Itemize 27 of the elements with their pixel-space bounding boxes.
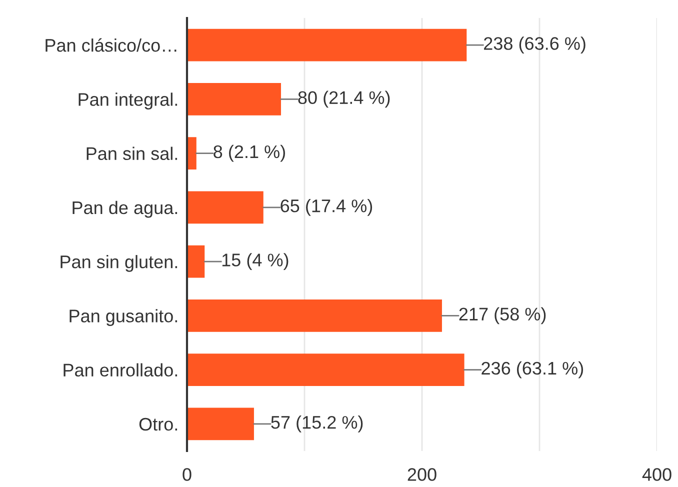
data-label: 15 (4 %): [222, 253, 288, 270]
x-tick-label: 0: [182, 468, 192, 481]
y-tick-label: Pan enrollado.: [64, 363, 178, 377]
y-tick-label: Pan de agua.: [72, 200, 178, 218]
y-tick-label: Pan sin sal.: [86, 146, 178, 160]
data-label: 57 (15.2 %): [271, 416, 363, 432]
data-label: 238 (63.6 %): [484, 36, 586, 54]
data-label: 236 (63.1 %): [482, 361, 584, 378]
x-tick-label: 200: [408, 468, 436, 481]
bar: [187, 137, 196, 170]
data-label: 217 (58 %): [459, 307, 546, 324]
y-tick-label: Pan clásico/co…: [46, 38, 176, 52]
bar: [187, 299, 442, 332]
bar: [187, 354, 464, 386]
bar: [187, 245, 205, 278]
bar: [187, 408, 254, 440]
data-label: 80 (21.4 %): [298, 90, 390, 108]
y-tick-label: Pan gusanito.: [70, 309, 178, 326]
data-label: 8 (2.1 %): [214, 144, 285, 162]
data-label: 65 (17.4 %): [280, 199, 372, 216]
y-tick-label: Pan sin gluten.: [60, 255, 178, 272]
x-tick-label: 400: [642, 468, 672, 481]
y-tick-label: Pan integral.: [78, 92, 178, 110]
bar: [187, 82, 281, 116]
y-tick-label: Otro.: [139, 418, 178, 431]
bar: [187, 28, 467, 62]
bar: [187, 191, 264, 224]
